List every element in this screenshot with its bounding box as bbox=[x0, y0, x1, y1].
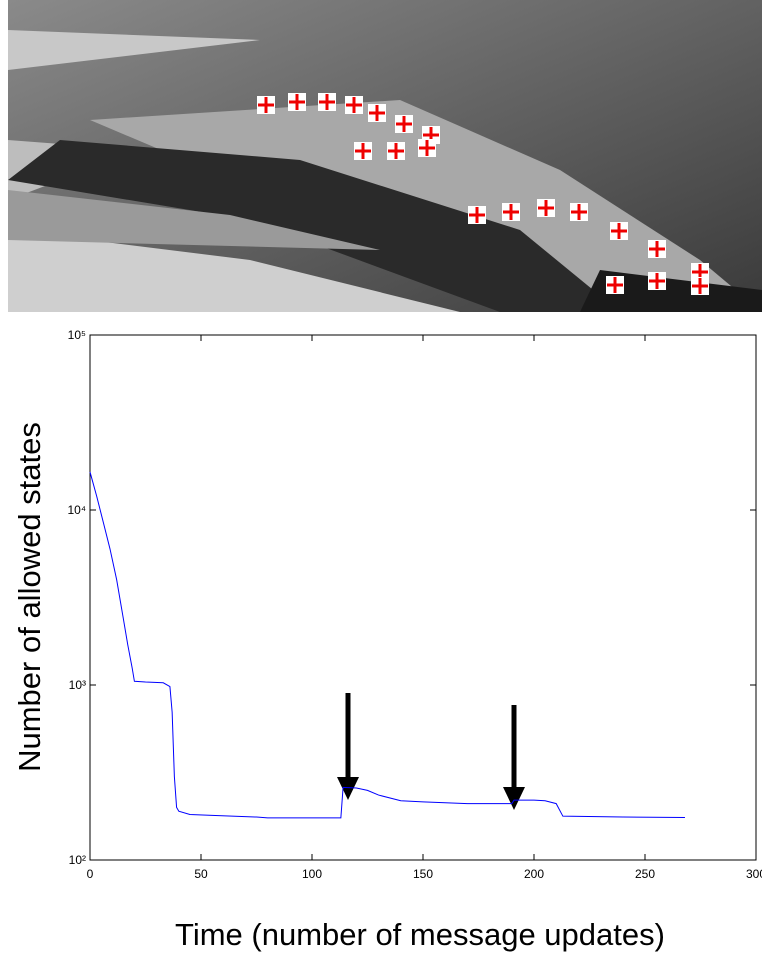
x-axis-label: Time (number of message updates) bbox=[175, 917, 665, 952]
x-tick-label: 100 bbox=[302, 867, 322, 881]
x-tick-label: 50 bbox=[194, 867, 208, 881]
x-tick-label: 0 bbox=[87, 867, 94, 881]
plot-frame bbox=[89, 334, 757, 861]
x-tick-label: 300 bbox=[746, 867, 762, 881]
data-line bbox=[89, 471, 685, 819]
x-tick-label: 250 bbox=[635, 867, 655, 881]
y-tick-label: 10⁵ bbox=[68, 328, 86, 342]
y-tick-label: 10³ bbox=[69, 678, 86, 692]
y-axis-label: Number of allowed states bbox=[12, 422, 47, 772]
y-tick-label: 10⁴ bbox=[67, 503, 86, 517]
arrows bbox=[337, 693, 525, 810]
x-tick-label: 200 bbox=[524, 867, 544, 881]
photo bbox=[8, 0, 762, 312]
y-tick-label: 10² bbox=[69, 853, 86, 867]
x-tick-label: 150 bbox=[413, 867, 433, 881]
